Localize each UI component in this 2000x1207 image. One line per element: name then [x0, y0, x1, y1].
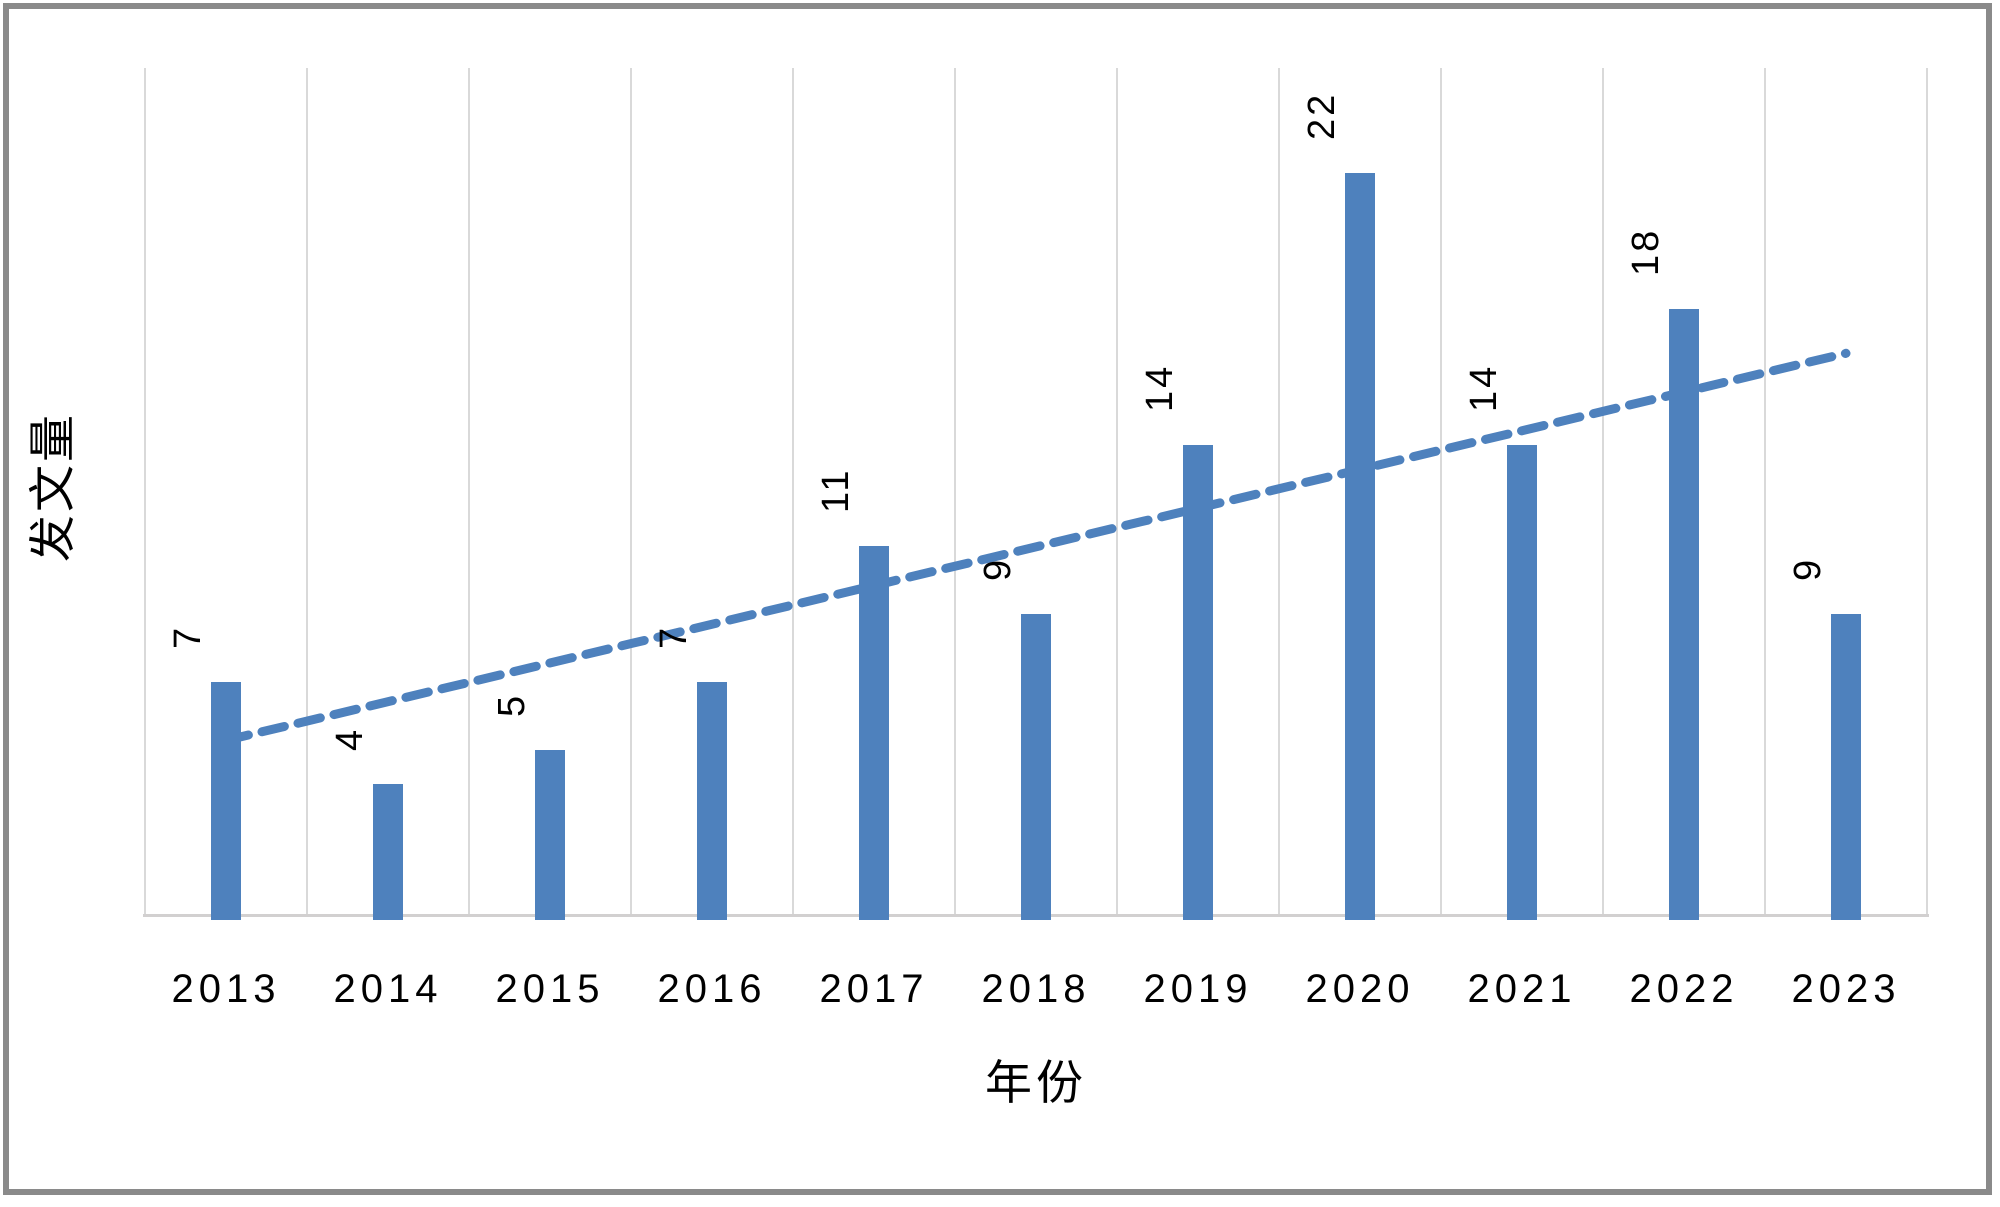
x-tick-label-2021: 2021: [1467, 967, 1577, 1011]
x-tick-label-2019: 2019: [1143, 967, 1253, 1011]
bar-data-label: 14: [1139, 363, 1181, 412]
bar-data-label: 18: [1625, 227, 1667, 276]
bar-data-label: 5: [491, 692, 533, 717]
gridline: [1926, 68, 1928, 917]
bar-2019: [1183, 445, 1213, 920]
bar-2013: [211, 682, 241, 920]
x-tick-label-2014: 2014: [333, 967, 443, 1011]
trendline-dashed: [221, 348, 1851, 745]
gridline: [1440, 68, 1442, 917]
gridline: [954, 68, 956, 917]
bar-2023: [1831, 614, 1861, 920]
x-tick-label-2018: 2018: [981, 967, 1091, 1011]
gridline: [1764, 68, 1766, 917]
bar-2018: [1021, 614, 1051, 920]
gridline: [792, 68, 794, 917]
bar-data-label: 7: [653, 624, 695, 649]
x-tick-label-2017: 2017: [819, 967, 929, 1011]
bar-2015: [535, 750, 565, 920]
bar-2022: [1669, 309, 1699, 920]
x-tick-label-2023: 2023: [1791, 967, 1901, 1011]
bar-data-label: 9: [1787, 556, 1829, 581]
x-tick-label-2016: 2016: [657, 967, 767, 1011]
gridline: [144, 68, 146, 917]
gridline: [306, 68, 308, 917]
gridline: [468, 68, 470, 917]
x-tick-label-2013: 2013: [171, 967, 281, 1011]
gridline: [630, 68, 632, 917]
bar-2017: [859, 546, 889, 920]
x-tick-label-2015: 2015: [495, 967, 605, 1011]
x-tick-label-2022: 2022: [1629, 967, 1739, 1011]
plot-area: 7 4 5 7 11 9 14 22 14 18 9: [143, 68, 1929, 920]
x-axis-title: 年份: [985, 1056, 1087, 1111]
y-axis-title: 发文量: [26, 412, 81, 562]
bar-data-label: 22: [1301, 91, 1343, 140]
bar-data-label: 14: [1463, 363, 1505, 412]
bar-data-label: 7: [167, 624, 209, 649]
bar-data-label: 11: [815, 467, 857, 513]
bar-2020: [1345, 173, 1375, 920]
chart-outer-border: [3, 3, 1992, 1195]
bar-2021: [1507, 445, 1537, 920]
x-tick-label-2020: 2020: [1305, 967, 1415, 1011]
bar-2016: [697, 682, 727, 920]
bar-data-label: 4: [329, 726, 371, 751]
gridline: [1602, 68, 1604, 917]
trendline-layer: [221, 348, 1851, 745]
gridline: [1116, 68, 1118, 917]
bar-2014: [373, 784, 403, 920]
bar-data-label: 9: [977, 556, 1019, 581]
